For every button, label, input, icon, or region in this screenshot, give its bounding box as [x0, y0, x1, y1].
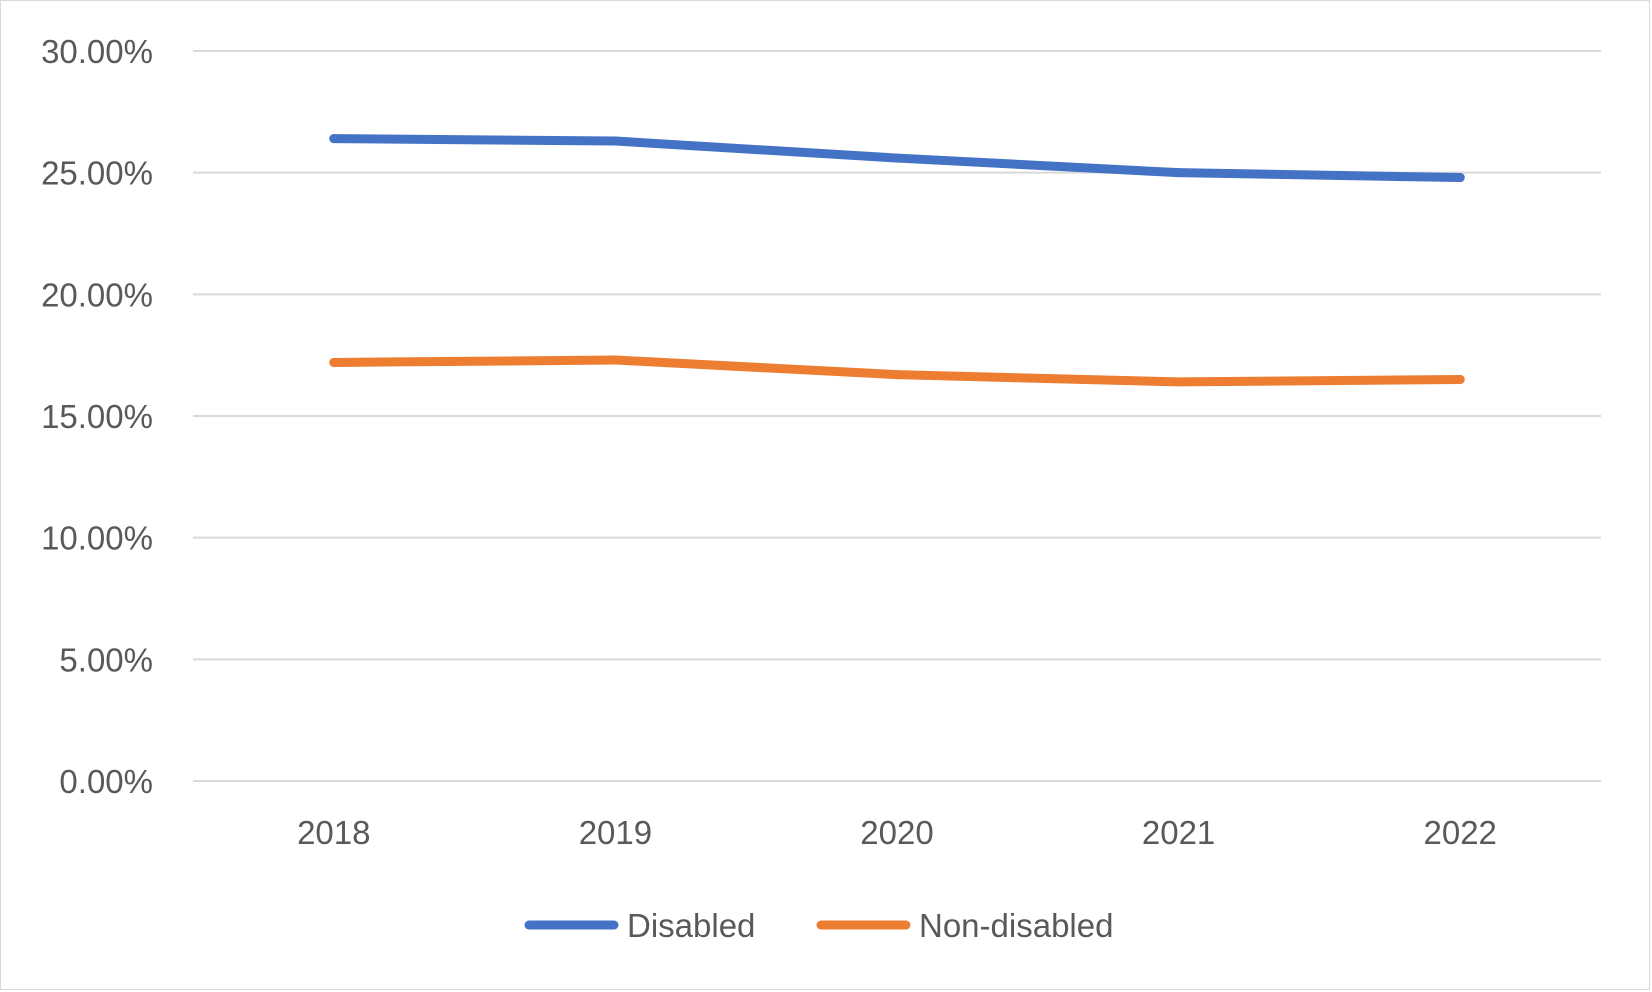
data-point: [892, 153, 902, 163]
gridlines: [193, 50, 1601, 782]
y-tick-label: 0.00%: [59, 763, 153, 800]
legend: Disabled Non-disabled: [524, 907, 1113, 944]
data-point: [1455, 173, 1465, 183]
x-tick-label-2019: 2019: [579, 814, 652, 851]
series-disabled: [329, 134, 1465, 183]
legend-item-disabled: Disabled: [524, 907, 755, 944]
y-tick-label: 25.00%: [41, 155, 153, 192]
data-point: [1174, 168, 1184, 178]
series-segment: [1174, 168, 1465, 183]
series-non-disabled: [329, 355, 1465, 387]
x-tick-label-2021: 2021: [1142, 814, 1215, 851]
y-axis-tick-labels: 0.00% 5.00% 10.00% 15.00% 20.00% 25.00% 30.00%: [41, 33, 153, 800]
data-point: [610, 136, 620, 146]
legend-label: Non-disabled: [919, 907, 1113, 944]
y-tick-label: 5.00%: [59, 641, 153, 678]
y-tick-label: 10.00%: [41, 520, 153, 557]
series-segment: [892, 153, 1184, 178]
x-axis-tick-labels: 2018 2019 2020 2021 2022: [297, 814, 1497, 851]
x-tick-label-2018: 2018: [297, 814, 370, 851]
series-segment: [329, 134, 620, 146]
series-segment: [1174, 375, 1465, 387]
data-point: [329, 357, 339, 367]
series-segment: [329, 355, 620, 367]
y-tick-label: 30.00%: [41, 33, 153, 70]
series-segment: [610, 355, 902, 380]
y-tick-label: 15.00%: [41, 398, 153, 435]
x-tick-label-2022: 2022: [1423, 814, 1496, 851]
data-point: [892, 370, 902, 380]
data-point: [1174, 377, 1184, 387]
x-tick-label-2020: 2020: [860, 814, 933, 851]
data-point: [610, 355, 620, 365]
legend-item-non-disabled: Non-disabled: [816, 907, 1113, 944]
data-point: [329, 134, 339, 144]
series-lines: [329, 134, 1465, 387]
series-segment: [892, 370, 1184, 387]
series-segment: [610, 136, 902, 163]
legend-label: Disabled: [627, 907, 755, 944]
data-point: [1455, 375, 1465, 384]
y-tick-label: 20.00%: [41, 276, 153, 313]
